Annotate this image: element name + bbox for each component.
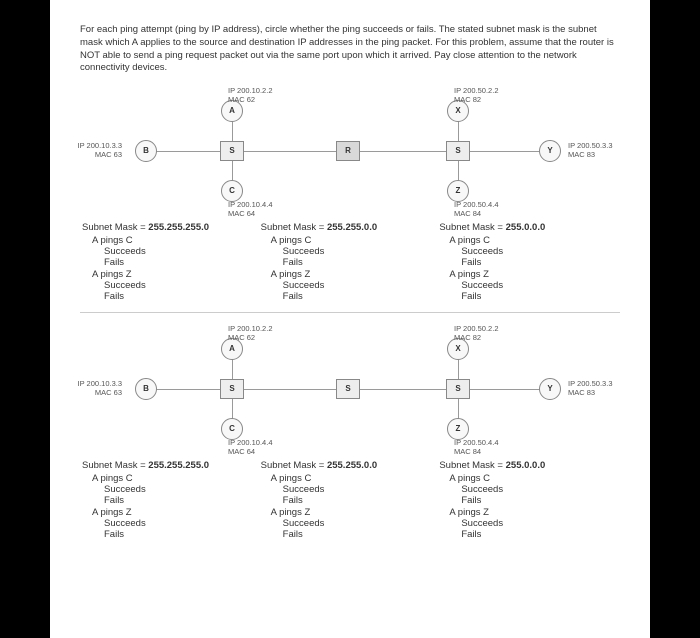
ping-question: A pings Z (449, 507, 618, 518)
label-b: IP 200.10.3.3MAC 63 (78, 380, 122, 397)
ping-question: A pings Z (92, 507, 261, 518)
ping-question: A pings Z (449, 269, 618, 280)
label-c: IP 200.10.4.4MAC 64 (228, 439, 272, 456)
label-y: IP 200.50.3.3MAC 83 (568, 142, 612, 159)
ping-option[interactable]: Fails (461, 495, 618, 506)
network-diagram-2: BIP 200.10.3.3MAC 63SAIP 200.10.2.2MAC 6… (100, 321, 600, 456)
label-c: IP 200.10.4.4MAC 64 (228, 201, 272, 218)
label-a: IP 200.10.2.2MAC 62 (228, 87, 272, 104)
ping-option[interactable]: Succeeds (461, 484, 618, 495)
instruction-text: For each ping attempt (ping by IP addres… (80, 24, 620, 75)
ping-option[interactable]: Fails (461, 257, 618, 268)
label-y: IP 200.50.3.3MAC 83 (568, 380, 612, 397)
ping-option[interactable]: Fails (104, 495, 261, 506)
label-x: IP 200.50.2.2MAC 82 (454, 325, 498, 342)
node-s2: S (446, 379, 470, 399)
ping-question: A pings C (92, 235, 261, 246)
ping-question: A pings C (449, 235, 618, 246)
ping-option[interactable]: Succeeds (283, 246, 440, 257)
label-b: IP 200.10.3.3MAC 63 (78, 142, 122, 159)
ping-option[interactable]: Succeeds (104, 280, 261, 291)
answer-column: Subnet Mask = 255.255.255.0A pings CSucc… (82, 460, 261, 540)
label-x: IP 200.50.2.2MAC 82 (454, 87, 498, 104)
answers-section-1: Subnet Mask = 255.255.255.0A pings CSucc… (82, 222, 618, 302)
subnet-mask-line: Subnet Mask = 255.0.0.0 (439, 460, 618, 471)
node-center: R (336, 141, 360, 161)
ping-option[interactable]: Fails (104, 529, 261, 540)
node-c: C (221, 418, 243, 440)
ping-option[interactable]: Succeeds (461, 246, 618, 257)
ping-question: A pings C (271, 473, 440, 484)
ping-option[interactable]: Fails (283, 291, 440, 302)
ping-question: A pings C (449, 473, 618, 484)
subnet-mask-line: Subnet Mask = 255.255.0.0 (261, 460, 440, 471)
answers-section-2: Subnet Mask = 255.255.255.0A pings CSucc… (82, 460, 618, 540)
ping-option[interactable]: Fails (283, 257, 440, 268)
node-s1: S (220, 141, 244, 161)
ping-option[interactable]: Fails (461, 291, 618, 302)
ping-option[interactable]: Succeeds (283, 484, 440, 495)
ping-option[interactable]: Succeeds (461, 280, 618, 291)
label-z: IP 200.50.4.4MAC 84 (454, 439, 498, 456)
node-y: Y (539, 378, 561, 400)
ping-option[interactable]: Succeeds (283, 280, 440, 291)
ping-question: A pings Z (271, 507, 440, 518)
node-z: Z (447, 418, 469, 440)
ping-question: A pings Z (92, 269, 261, 280)
subnet-mask-line: Subnet Mask = 255.255.255.0 (82, 460, 261, 471)
ping-option[interactable]: Fails (104, 257, 261, 268)
answer-column: Subnet Mask = 255.255.0.0A pings CSuccee… (261, 222, 440, 302)
label-a: IP 200.10.2.2MAC 62 (228, 325, 272, 342)
ping-option[interactable]: Fails (461, 529, 618, 540)
node-center: S (336, 379, 360, 399)
subnet-mask-line: Subnet Mask = 255.0.0.0 (439, 222, 618, 233)
node-z: Z (447, 180, 469, 202)
answer-column: Subnet Mask = 255.255.255.0A pings CSucc… (82, 222, 261, 302)
node-s2: S (446, 141, 470, 161)
subnet-mask-line: Subnet Mask = 255.255.255.0 (82, 222, 261, 233)
subnet-mask-line: Subnet Mask = 255.255.0.0 (261, 222, 440, 233)
ping-question: A pings Z (271, 269, 440, 280)
ping-option[interactable]: Succeeds (283, 518, 440, 529)
network-diagram-1: BIP 200.10.3.3MAC 63SAIP 200.10.2.2MAC 6… (100, 83, 600, 218)
ping-option[interactable]: Succeeds (461, 518, 618, 529)
answer-column: Subnet Mask = 255.0.0.0A pings CSucceeds… (439, 460, 618, 540)
ping-question: A pings C (92, 473, 261, 484)
label-z: IP 200.50.4.4MAC 84 (454, 201, 498, 218)
answer-column: Subnet Mask = 255.255.0.0A pings CSuccee… (261, 460, 440, 540)
node-c: C (221, 180, 243, 202)
ping-option[interactable]: Succeeds (104, 246, 261, 257)
node-s1: S (220, 379, 244, 399)
node-b: B (135, 378, 157, 400)
answer-column: Subnet Mask = 255.0.0.0A pings CSucceeds… (439, 222, 618, 302)
ping-option[interactable]: Succeeds (104, 484, 261, 495)
ping-option[interactable]: Succeeds (104, 518, 261, 529)
divider (80, 312, 620, 313)
ping-option[interactable]: Fails (283, 495, 440, 506)
ping-option[interactable]: Fails (283, 529, 440, 540)
page: For each ping attempt (ping by IP addres… (50, 0, 650, 638)
ping-question: A pings C (271, 235, 440, 246)
node-b: B (135, 140, 157, 162)
node-y: Y (539, 140, 561, 162)
ping-option[interactable]: Fails (104, 291, 261, 302)
